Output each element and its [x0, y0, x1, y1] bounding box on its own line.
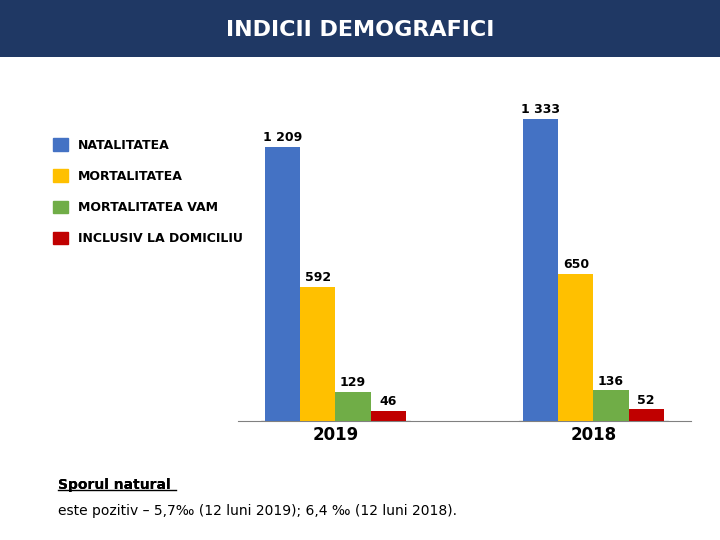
Text: 1 209: 1 209	[263, 131, 302, 144]
Text: 1 333: 1 333	[521, 103, 560, 116]
Text: INDICII DEMOGRAFICI: INDICII DEMOGRAFICI	[226, 19, 494, 40]
Bar	[371, 411, 406, 421]
Text: Sporul natural: Sporul natural	[58, 478, 170, 492]
Text: 592: 592	[305, 271, 330, 284]
Text: 650: 650	[563, 258, 589, 271]
Text: 136: 136	[598, 375, 624, 388]
Text: este pozitiv – 5,7‰ (12 luni 2019); 6,4 ‰ (12 luni 2018).: este pozitiv – 5,7‰ (12 luni 2019); 6,4 …	[58, 504, 456, 518]
Text: 46: 46	[379, 395, 397, 408]
Bar	[265, 147, 300, 421]
Bar	[629, 409, 664, 421]
Bar	[593, 390, 629, 421]
Bar	[523, 119, 558, 421]
Legend: NATALITATEA, MORTALITATEA, MORTALITATEA VAM, INCLUSIV LA DOMICILIU: NATALITATEA, MORTALITATEA, MORTALITATEA …	[53, 138, 243, 245]
Bar	[558, 274, 593, 421]
Bar	[336, 392, 371, 421]
Text: Sporul natural: Sporul natural	[58, 478, 170, 492]
Bar	[300, 287, 336, 421]
Text: 129: 129	[340, 376, 366, 389]
Text: 52: 52	[637, 394, 655, 407]
